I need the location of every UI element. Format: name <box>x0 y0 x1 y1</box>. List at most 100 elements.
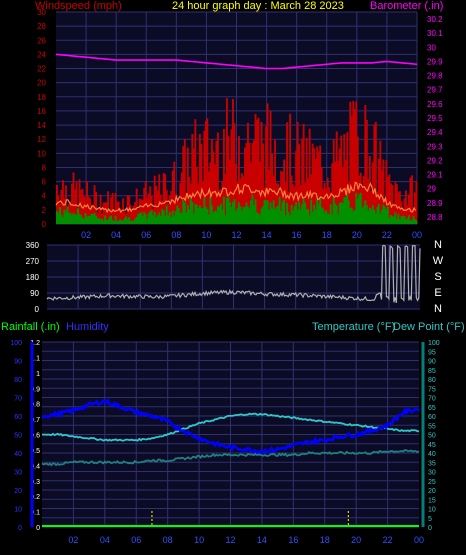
wind-speed-bar <box>203 197 206 224</box>
direction-y-tick-label: 180 <box>26 273 40 282</box>
wind-gust-bar <box>116 201 119 224</box>
wind-gust-bar <box>274 139 277 224</box>
chart-title: 24 hour graph day : March 28 2023 <box>172 0 344 12</box>
wind-gust-bar <box>410 175 413 224</box>
temperature-y-tick-label: 25 <box>428 479 436 486</box>
compass-label: S <box>434 271 441 283</box>
wind-gust-bar <box>319 145 322 224</box>
wind-gust-bar <box>305 138 308 224</box>
barometer-y-tick-label: 29 <box>427 185 436 194</box>
wind-gust-bar <box>222 128 225 224</box>
wind-speed-bar <box>185 212 188 224</box>
wind-gust-bar <box>75 181 78 224</box>
wind-gust-bar <box>183 139 186 224</box>
humidity-y-tick-label: 40 <box>14 451 22 458</box>
rain-y-tick-label: 0.8 <box>30 402 40 409</box>
wind-speed-bar <box>69 213 72 224</box>
wind-speed-bar <box>307 209 310 224</box>
wind-gust-bar <box>262 143 264 224</box>
wind-gust-bar <box>147 193 150 224</box>
wind-y-tick-label: 20 <box>37 79 46 88</box>
wind-speed-bar <box>197 208 200 224</box>
wind-gust-bar <box>78 179 81 224</box>
wind-y-tick-label: 24 <box>37 50 46 59</box>
wind-speed-bar <box>230 206 233 224</box>
wind-gust-bar <box>69 201 72 224</box>
wind-speed-bar <box>350 207 353 224</box>
wind-speed-bar <box>93 213 96 224</box>
temperature-y-tick-label: 75 <box>428 386 436 393</box>
rain-y-tick-label: 0.9 <box>30 386 40 393</box>
wind-gust-bar <box>194 119 197 224</box>
barometer-y-tick-label: 28.8 <box>427 213 443 222</box>
wind-gust-bar <box>129 204 132 224</box>
wind-gust-bar <box>331 163 334 224</box>
wind-speed-bar <box>347 200 350 224</box>
wind-speed-bar <box>329 204 332 224</box>
humidity-y-tick-label: 80 <box>14 377 22 384</box>
wind-speed-bar <box>254 199 257 224</box>
wind-gust-bar <box>386 176 389 224</box>
temperature-y-tick-label: 100 <box>428 340 440 347</box>
wind-speed-bar <box>59 207 61 224</box>
wind-speed-bar <box>263 199 266 224</box>
wind-gust-bar <box>290 175 293 224</box>
climate-x-tick-label: 14 <box>257 535 267 545</box>
wind-speed-bar <box>332 197 335 224</box>
wind-gust-bar <box>111 192 114 224</box>
wind-gust-bar <box>341 167 344 224</box>
wind-speed-bar <box>224 215 227 224</box>
wind-speed-bar <box>210 205 213 224</box>
wind-speed-bar <box>143 211 146 224</box>
wind-gust-bar <box>395 184 398 224</box>
wind-speed-bar <box>271 208 273 224</box>
wind-speed-bar <box>218 206 221 224</box>
wind-gust-bar <box>292 184 295 224</box>
wind-speed-bar <box>316 199 319 224</box>
wind-speed-bar <box>388 218 391 224</box>
wind-speed-bar <box>353 210 356 224</box>
wind-speed-bar <box>155 216 158 224</box>
wind-speed-bar <box>107 219 110 224</box>
wind-gust-bar <box>221 181 224 224</box>
wind-gust-bar <box>96 212 99 224</box>
wind-speed-bar <box>65 212 67 224</box>
wind-speed-bar <box>272 200 275 224</box>
wind-speed-bar <box>215 211 218 224</box>
wind-gust-bar <box>299 185 302 224</box>
wind-gust-bar <box>72 172 75 224</box>
wind-speed-bar <box>104 215 107 224</box>
wind-gust-bar <box>238 136 240 224</box>
wind-speed-bar <box>305 209 308 224</box>
wind-x-tick-label: 16 <box>292 230 302 240</box>
humidity-y-tick-label: 50 <box>14 433 22 440</box>
wind-speed-bar <box>298 202 301 224</box>
wind-gust-bar <box>207 171 210 224</box>
wind-speed-bar <box>105 220 108 224</box>
wind-speed-bar <box>361 208 364 224</box>
barometer-y-tick-label: 29.6 <box>427 100 443 109</box>
wind-gust-bar <box>185 192 188 224</box>
rain-y-tick-label: 0.7 <box>30 417 40 424</box>
barometer-line <box>55 53 418 70</box>
wind-gust-bar <box>81 188 84 224</box>
rain-y-tick-label: 0.1 <box>30 510 40 517</box>
wind-gust-bar <box>400 201 403 224</box>
humidity-y-tick-label: 100 <box>10 340 22 347</box>
wind-speed-bar <box>299 209 302 224</box>
wind-gust-bar <box>191 134 194 224</box>
wind-speed-bar <box>404 219 407 224</box>
wind-speed-bar <box>225 198 228 224</box>
temperature-y-tick-label: 55 <box>428 423 436 430</box>
wind-gust-bar <box>349 101 352 224</box>
wind-speed-bar <box>337 214 340 224</box>
wind-speed-bar <box>313 204 316 224</box>
wind-gust-bar <box>346 132 349 224</box>
wind-speed-bar <box>140 212 143 224</box>
temperature-y-tick-label: 45 <box>428 442 436 449</box>
wind-gust-bar <box>228 159 231 224</box>
wind-speed-bar <box>296 209 299 224</box>
wind-gust-bar <box>198 134 201 224</box>
wind-gust-bar <box>248 142 251 224</box>
wind-speed-bar <box>162 210 165 224</box>
